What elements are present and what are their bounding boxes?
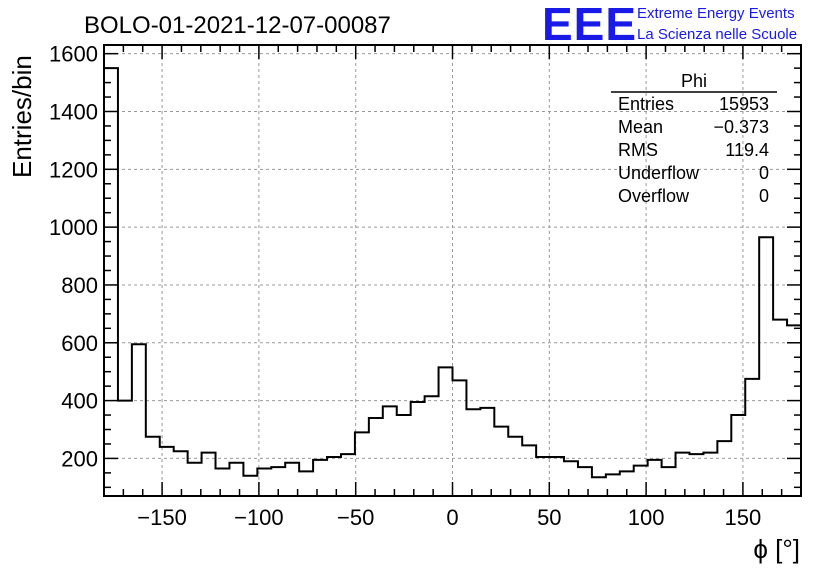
stats-label-overflow: Overflow xyxy=(618,186,690,206)
chart-title: BOLO-01-2021-12-07-00087 xyxy=(84,12,391,39)
y-tick-label: 1200 xyxy=(49,157,98,182)
stats-label-rms: RMS xyxy=(618,140,658,160)
stats-value-overflow: 0 xyxy=(759,186,769,206)
tick-labels: −150 −100 −50 0 50 100 150 200 400 600 800 1000 1200… xyxy=(49,42,761,530)
stats-name: Phi xyxy=(681,71,707,91)
x-tick-label: −50 xyxy=(337,505,374,530)
stats-value-underflow: 0 xyxy=(759,163,769,183)
x-axis-title: ϕ [°] xyxy=(753,534,800,564)
logo-mark: EEE xyxy=(542,0,637,50)
stats-label-entries: Entries xyxy=(618,94,674,114)
logo-line-1: Extreme Energy Events xyxy=(637,5,795,22)
x-tick-label: 0 xyxy=(446,505,458,530)
y-tick-label: 600 xyxy=(61,331,98,356)
stats-value-rms: 119.4 xyxy=(725,140,769,160)
y-tick-label: 1000 xyxy=(49,215,98,240)
stats-label-mean: Mean xyxy=(618,117,663,137)
stats-label-underflow: Underflow xyxy=(618,163,700,183)
histogram-series-line xyxy=(104,67,801,479)
x-tick-label: −150 xyxy=(137,505,187,530)
stats-box: Phi Entries 15953 Mean −0.373 RMS 119.4 … xyxy=(611,71,777,206)
y-tick-label: 400 xyxy=(61,389,98,414)
x-tick-label: 50 xyxy=(537,505,561,530)
logo-line-2: La Scienza nelle Scuole xyxy=(637,26,797,43)
grid-lines xyxy=(104,45,801,496)
y-tick-label: 800 xyxy=(61,273,98,298)
x-tick-label: 150 xyxy=(725,505,762,530)
x-tick-label: −100 xyxy=(234,505,284,530)
stats-value-entries: 15953 xyxy=(719,94,769,114)
y-tick-label: 1600 xyxy=(49,42,98,67)
y-axis-title: Entries/bin xyxy=(7,55,37,178)
y-tick-label: 1400 xyxy=(49,99,98,124)
axis-ticks xyxy=(103,45,802,496)
eee-logo: EEE Extreme Energy Events La Scienza nel… xyxy=(542,0,797,50)
x-tick-label: 100 xyxy=(628,505,665,530)
y-tick-label: 200 xyxy=(61,446,98,471)
stats-value-mean: −0.373 xyxy=(713,117,769,137)
